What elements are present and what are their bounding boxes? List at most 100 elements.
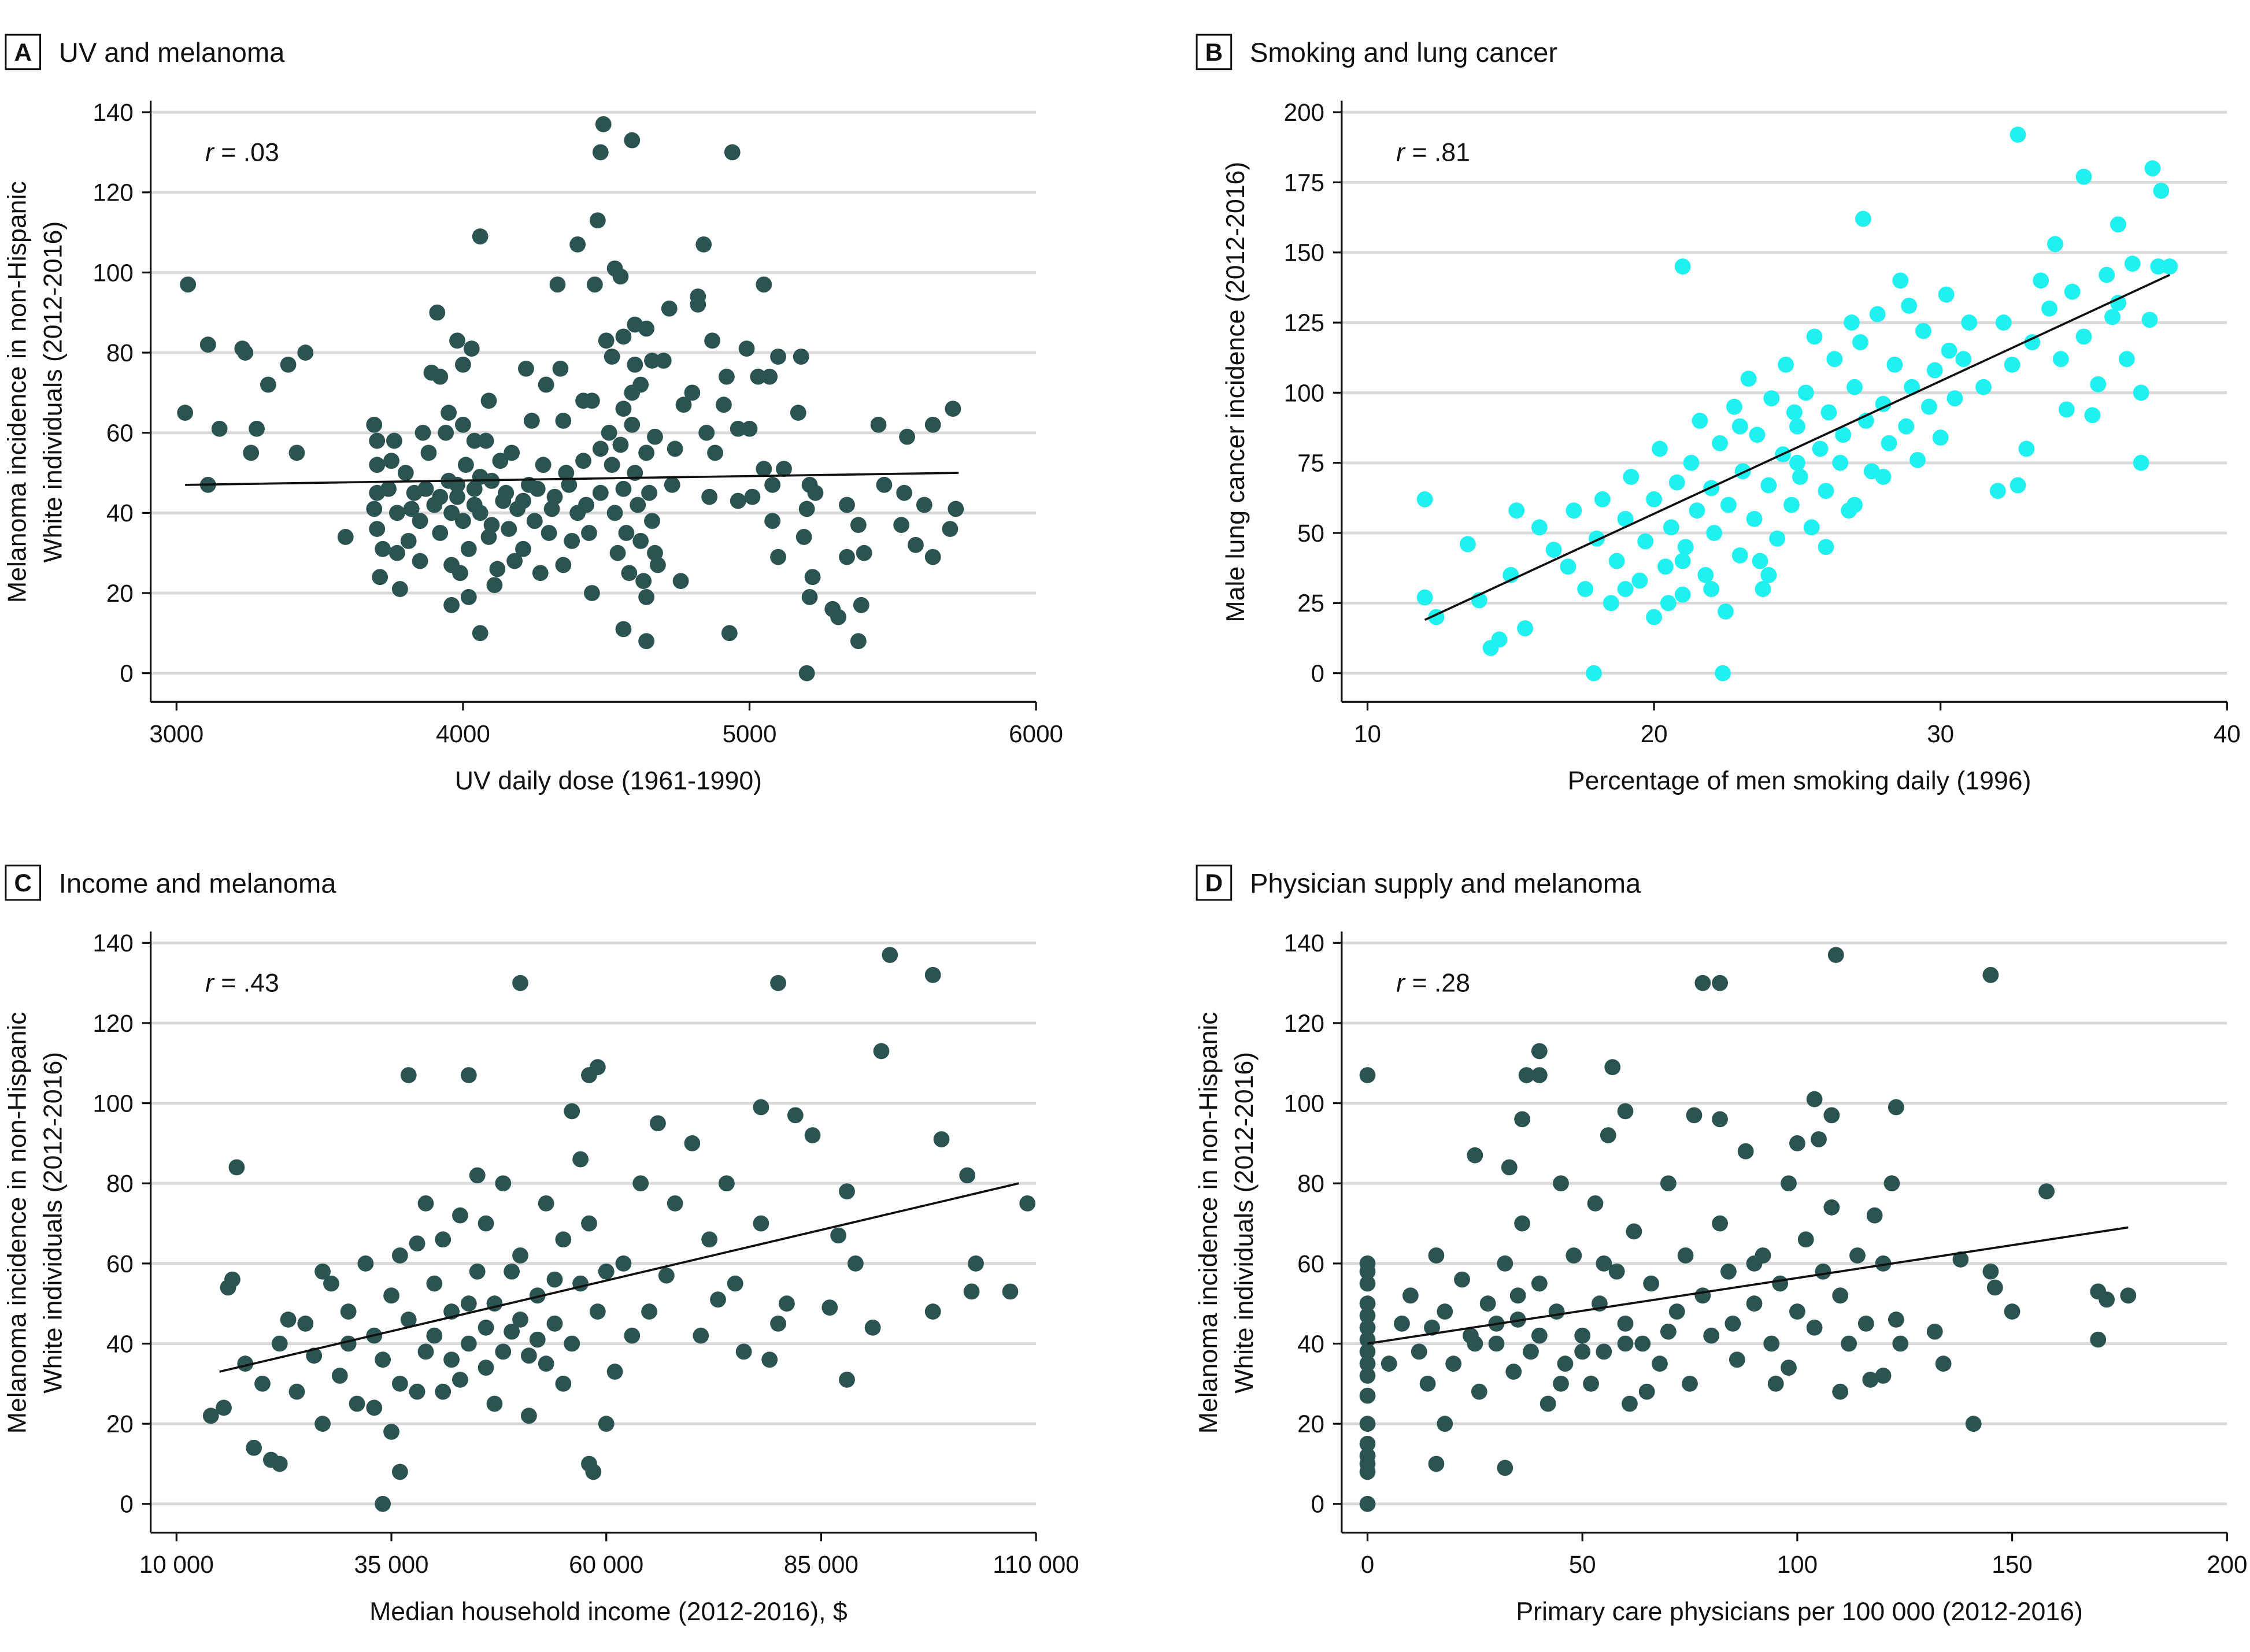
data-point xyxy=(1623,469,1640,485)
data-point xyxy=(469,1263,486,1280)
data-point xyxy=(564,1335,580,1352)
data-point xyxy=(2110,295,2126,312)
data-point xyxy=(1852,334,1868,350)
data-point xyxy=(478,1215,494,1232)
data-point xyxy=(741,420,758,437)
data-point xyxy=(389,505,405,521)
data-point xyxy=(1746,1295,1763,1312)
data-point xyxy=(638,445,654,461)
data-point xyxy=(624,132,641,149)
data-point xyxy=(589,212,606,229)
data-point xyxy=(638,589,654,605)
data-point xyxy=(455,513,471,529)
data-point xyxy=(584,392,600,409)
data-point xyxy=(655,353,672,369)
data-point xyxy=(630,497,646,513)
data-point xyxy=(753,1215,769,1232)
y-axis-title: White individuals (2012-2016) xyxy=(39,1052,68,1394)
data-point xyxy=(1566,502,1582,519)
data-point xyxy=(1760,477,1777,494)
data-point xyxy=(455,356,471,373)
y-tick-label: 60 xyxy=(106,1250,134,1277)
data-point xyxy=(260,376,276,393)
data-point xyxy=(615,401,632,417)
data-point xyxy=(750,368,767,385)
data-point xyxy=(443,597,460,613)
data-point xyxy=(572,1151,589,1168)
data-point xyxy=(460,589,477,605)
data-point xyxy=(707,445,723,461)
data-point xyxy=(1694,975,1711,991)
x-tick-label: 200 xyxy=(2207,1551,2247,1578)
data-point xyxy=(543,501,560,517)
panel-label: D xyxy=(1205,869,1223,897)
data-point xyxy=(297,1315,314,1332)
data-point xyxy=(1428,1247,1445,1264)
data-point xyxy=(598,332,615,349)
data-point xyxy=(1689,502,1705,519)
data-point xyxy=(1746,510,1763,527)
data-point xyxy=(1677,539,1694,555)
data-point xyxy=(372,569,388,586)
data-point xyxy=(1668,474,1685,491)
data-point xyxy=(202,1407,219,1424)
data-point xyxy=(1359,1387,1376,1404)
data-point xyxy=(968,1255,984,1272)
data-point xyxy=(1892,272,1909,289)
data-point xyxy=(1638,1383,1655,1400)
data-point xyxy=(1531,1275,1548,1292)
correlation-value: = .43 xyxy=(214,969,279,998)
data-point xyxy=(2041,300,2057,317)
data-point xyxy=(254,1375,271,1392)
data-point xyxy=(1772,1275,1789,1292)
data-point xyxy=(2099,1291,2115,1308)
data-point xyxy=(589,1303,606,1320)
data-point xyxy=(873,1043,890,1060)
data-point xyxy=(452,1207,468,1224)
data-point xyxy=(391,1375,408,1392)
data-point xyxy=(821,1299,838,1316)
data-point xyxy=(1952,1251,1969,1268)
data-point xyxy=(460,1295,477,1312)
data-point xyxy=(586,276,603,293)
panel-label: A xyxy=(14,39,31,66)
x-tick-label: 5000 xyxy=(723,720,777,747)
data-point xyxy=(1523,1343,1539,1360)
data-point xyxy=(366,416,383,433)
data-point xyxy=(1783,497,1800,513)
data-point xyxy=(1416,491,1433,508)
data-point xyxy=(1898,418,1915,435)
data-point xyxy=(1553,1375,1569,1392)
data-point xyxy=(667,440,683,457)
data-point xyxy=(770,549,786,565)
x-tick-label: 50 xyxy=(1569,1551,1596,1578)
data-point xyxy=(504,1323,520,1340)
data-point xyxy=(1718,603,1734,620)
data-point xyxy=(963,1283,980,1300)
y-tick-label: 100 xyxy=(1284,1090,1324,1117)
panel-a: A UV and melanoma 0 20 40 60 80 100 120 140 3000 40… xyxy=(3,34,1063,795)
data-point xyxy=(426,1275,443,1292)
data-point xyxy=(850,633,867,650)
data-point xyxy=(1663,519,1679,536)
data-point xyxy=(945,401,961,417)
data-point xyxy=(1883,1175,1900,1192)
data-point xyxy=(695,236,712,253)
data-point xyxy=(724,144,741,161)
data-point xyxy=(1827,947,1844,963)
data-point xyxy=(1586,665,1602,681)
data-point xyxy=(357,1255,374,1272)
data-point xyxy=(787,1107,804,1124)
data-point xyxy=(924,966,941,983)
data-point xyxy=(924,549,941,565)
data-point xyxy=(1909,451,1926,468)
data-point xyxy=(1381,1355,1397,1372)
data-point xyxy=(472,469,489,485)
data-point xyxy=(690,296,706,313)
data-point xyxy=(441,405,457,421)
data-point xyxy=(1359,1295,1376,1312)
data-point xyxy=(776,461,792,477)
data-point xyxy=(435,1383,452,1400)
data-point xyxy=(472,625,489,642)
